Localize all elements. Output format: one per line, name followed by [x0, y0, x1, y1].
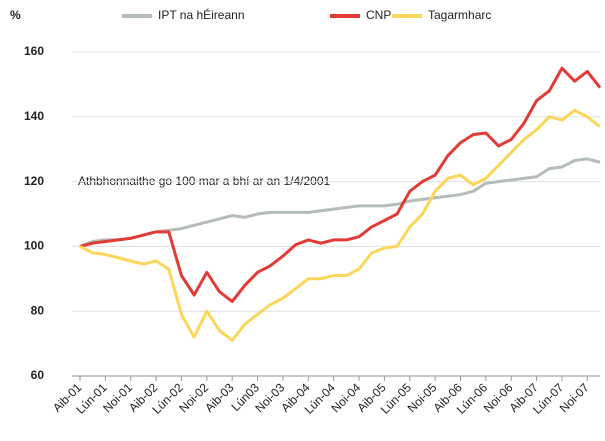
y-tick-label: 60 [31, 368, 45, 382]
x-tick-label: Noi-07 [557, 380, 592, 415]
legend-label: IPT na hÉireann [158, 7, 245, 22]
y-tick-label: 140 [24, 109, 44, 123]
series-line [79, 108, 601, 342]
legend-label: Tagarmharc [428, 8, 491, 22]
legend-label: CNP [366, 8, 391, 22]
y-tick-label: 160 [24, 44, 44, 58]
y-axis-label: % [10, 8, 21, 22]
y-tick-label: 100 [24, 239, 44, 253]
series-line [79, 66, 602, 303]
y-tick-label: 80 [31, 303, 45, 317]
x-tick-label: Aib-03 [202, 380, 237, 415]
y-tick-label: 120 [24, 174, 44, 188]
